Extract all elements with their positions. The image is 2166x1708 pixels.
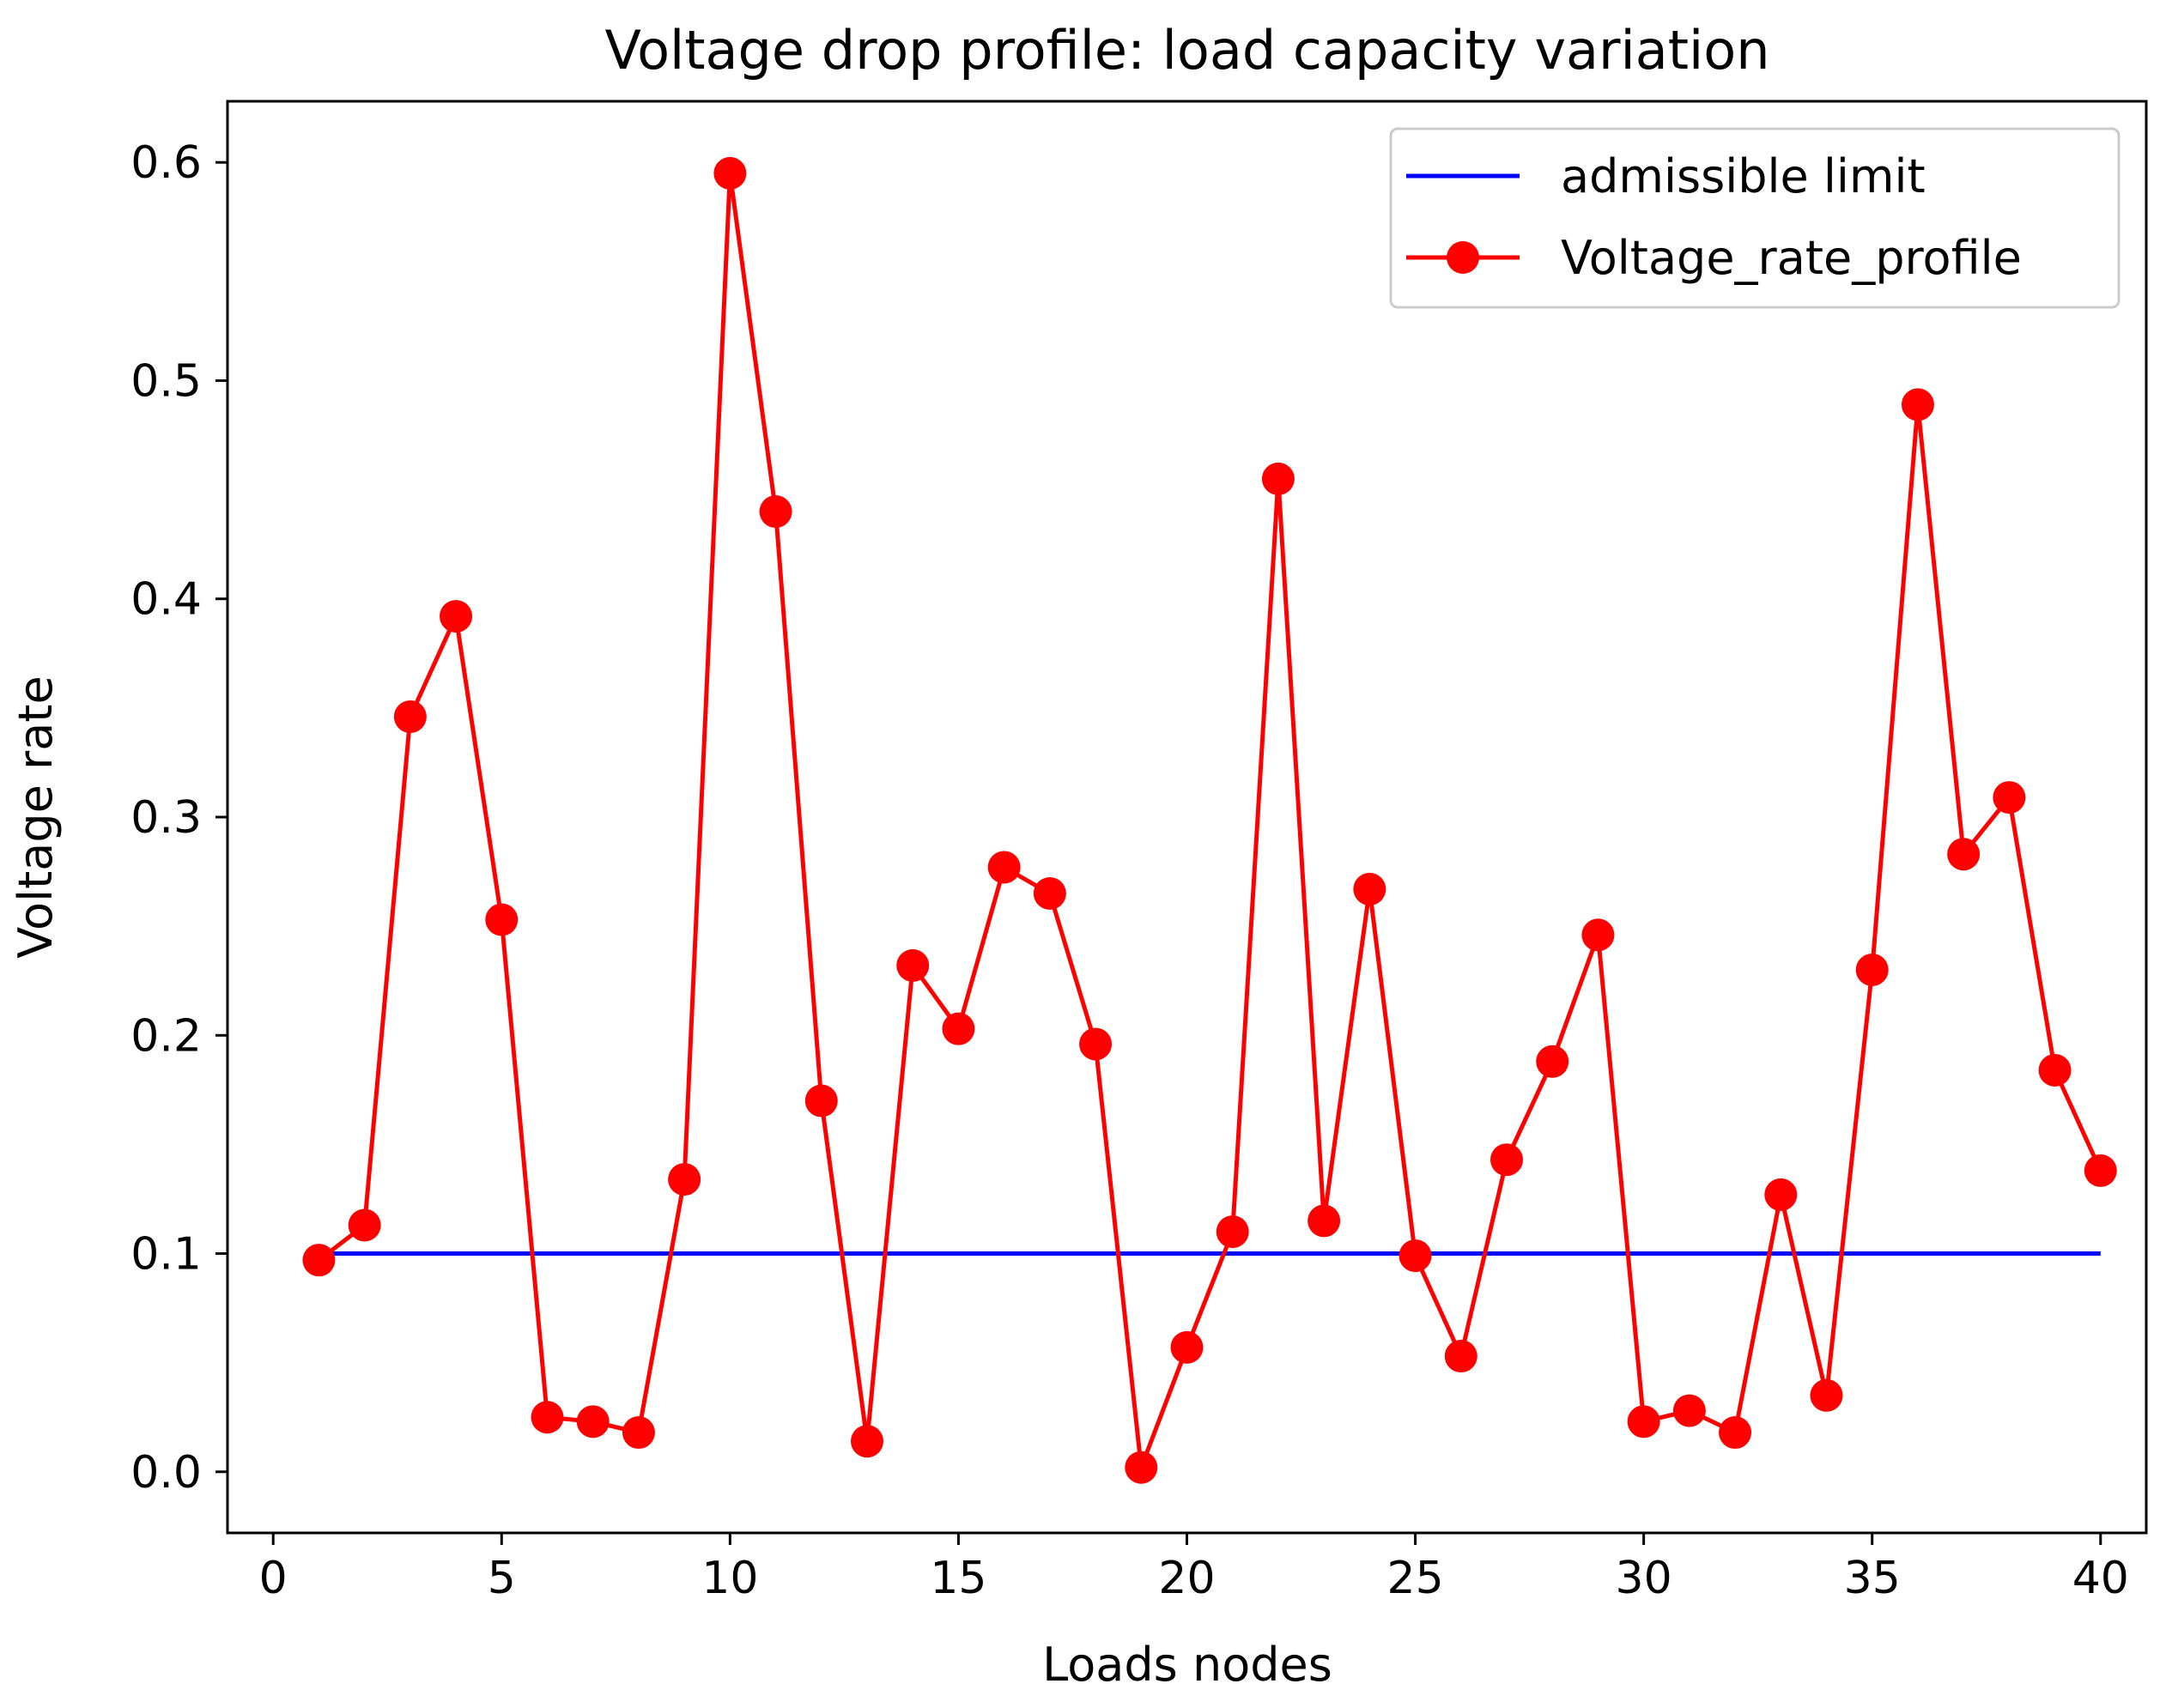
data-point — [1444, 1340, 1477, 1373]
data-point — [1307, 1204, 1341, 1238]
data-point — [1901, 388, 1934, 421]
y-tick-label: 0.5 — [130, 355, 202, 407]
chart-title: Voltage drop profile: load capacity vari… — [604, 19, 1769, 82]
x-axis-label: Loads nodes — [1042, 1638, 1332, 1692]
data-point — [1125, 1451, 1158, 1484]
data-point — [1947, 838, 1981, 871]
data-point — [1581, 918, 1615, 952]
y-tick-label: 0.3 — [130, 792, 202, 844]
y-tick-label: 0.1 — [130, 1229, 202, 1281]
axes: 0 5 10 15 20 25 30 35 40 0.0 0.1 0.2 0.3 0.4 0.5 0.6 — [130, 137, 2129, 1604]
data-point — [393, 700, 427, 734]
plot-frame — [226, 100, 2148, 1535]
data-point — [1261, 462, 1295, 495]
data-point — [1855, 953, 1889, 986]
y-tick-label: 0.4 — [130, 574, 202, 626]
x-tick-label: 5 — [488, 1553, 516, 1604]
data-point — [622, 1416, 655, 1450]
data-point — [668, 1163, 701, 1196]
data-point — [1353, 872, 1386, 905]
data-point — [1398, 1239, 1432, 1273]
data-point — [942, 1012, 975, 1045]
data-point — [302, 1244, 336, 1277]
data-point — [531, 1401, 564, 1434]
data-point — [1079, 1027, 1113, 1061]
legend-label-voltage-rate-profile: Voltage_rate_profile — [1561, 231, 2022, 285]
data-point — [1033, 876, 1066, 910]
legend: admissible limit Voltage_rate_profile — [1389, 127, 2120, 309]
x-tick-label: 10 — [701, 1553, 758, 1604]
x-tick-label: 20 — [1158, 1553, 1215, 1604]
data-point — [1672, 1394, 1706, 1427]
data-point — [896, 948, 930, 982]
data-point — [987, 851, 1021, 884]
series-line-voltage-rate-profile — [317, 171, 2103, 1470]
data-point — [851, 1425, 883, 1458]
y-axis-label: Voltage rate — [9, 675, 63, 958]
data-point — [485, 903, 519, 936]
plot-area — [302, 156, 2117, 1484]
data-point — [759, 495, 792, 529]
data-point — [576, 1405, 610, 1438]
y-tick-label: 0.0 — [130, 1447, 202, 1499]
data-point — [2038, 1053, 2072, 1087]
data-point — [713, 156, 747, 190]
data-point — [1490, 1143, 1523, 1177]
x-tick-label: 30 — [1616, 1553, 1672, 1604]
data-point — [2084, 1154, 2117, 1187]
legend-label-admissible-limit: admissible limit — [1561, 149, 1926, 203]
data-point — [348, 1208, 381, 1242]
x-tick-label: 15 — [930, 1553, 986, 1604]
x-tick-label: 25 — [1386, 1553, 1443, 1604]
y-tick-label: 0.6 — [130, 137, 202, 189]
x-tick-label: 0 — [259, 1553, 288, 1604]
legend-box — [1389, 127, 2120, 309]
x-tick-label: 35 — [1844, 1553, 1901, 1604]
y-tick-label: 0.2 — [130, 1010, 202, 1062]
x-tick-label: 40 — [2072, 1553, 2129, 1604]
data-point — [1627, 1405, 1660, 1438]
data-point — [1764, 1178, 1798, 1211]
data-point — [1536, 1045, 1569, 1078]
data-point — [1719, 1416, 1752, 1450]
data-point — [440, 600, 473, 633]
data-point — [1810, 1378, 1843, 1412]
data-point — [804, 1084, 838, 1117]
data-point — [1216, 1215, 1249, 1249]
data-point — [1170, 1330, 1204, 1364]
legend-marker-voltage-rate-profile — [1447, 241, 1479, 274]
data-point — [1993, 781, 2026, 815]
